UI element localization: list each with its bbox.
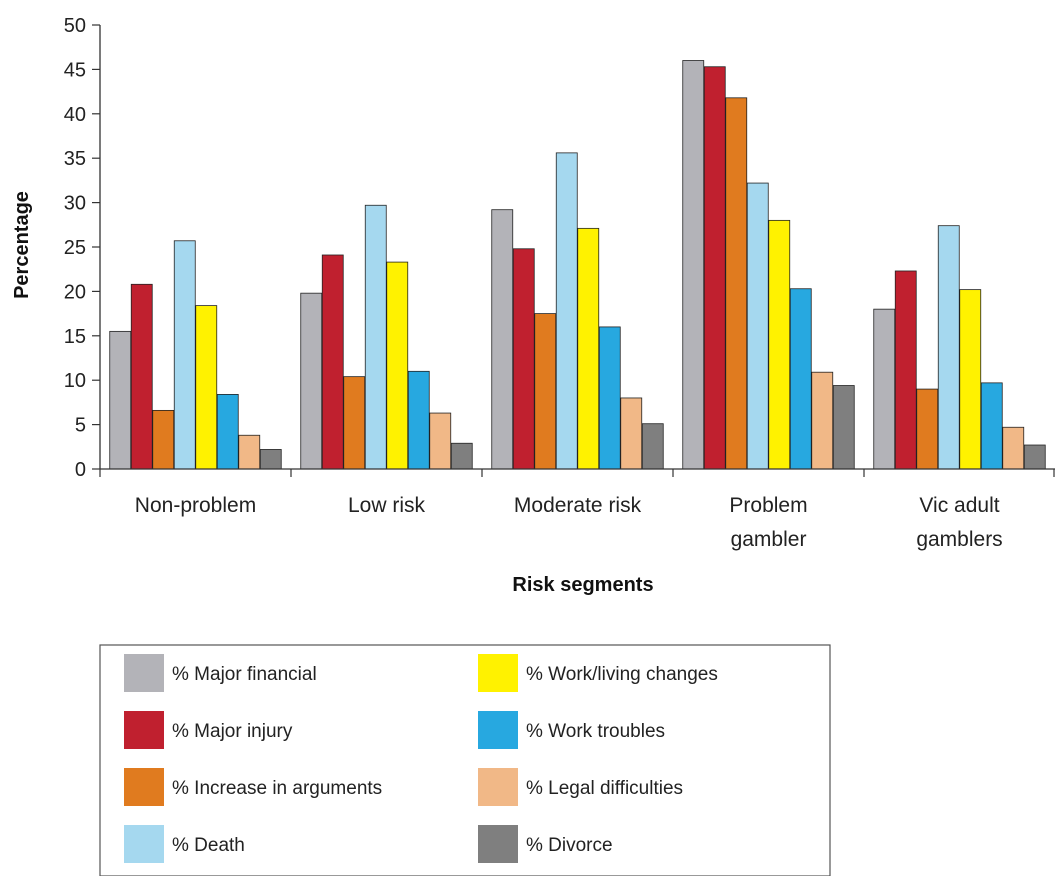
bar	[1023, 444, 1046, 470]
bar	[937, 225, 960, 470]
bar	[216, 394, 239, 470]
y-tick-label: 5	[75, 415, 86, 437]
y-tick-label: 25	[64, 237, 86, 259]
bar	[195, 305, 218, 470]
legend-item: % Major injury	[124, 711, 293, 749]
bar	[364, 204, 387, 470]
bar	[641, 423, 664, 470]
bar	[980, 382, 1003, 470]
bar	[916, 388, 939, 470]
legend-swatch	[478, 711, 518, 749]
bar	[598, 326, 621, 470]
y-axis-ticks: 0 5 10 15 20 25 30 35 40 45 50	[64, 15, 100, 481]
y-tick-label: 40	[64, 104, 86, 126]
bar	[259, 449, 282, 470]
bar	[555, 152, 578, 470]
bar	[725, 97, 748, 470]
y-tick-label: 0	[75, 459, 86, 481]
bar-group	[491, 152, 664, 470]
legend-swatch	[124, 768, 164, 806]
bar	[450, 442, 473, 470]
legend-label: % Major financial	[172, 664, 317, 685]
x-axis-title: Risk segments	[512, 574, 653, 596]
y-tick-label: 50	[64, 15, 86, 37]
x-category-label: Vic adult	[919, 494, 999, 517]
x-category-label: gamblers	[916, 528, 1002, 551]
bar	[238, 434, 261, 470]
legend-swatch	[478, 768, 518, 806]
bar	[768, 219, 791, 470]
bar	[534, 313, 557, 470]
bar	[343, 376, 366, 470]
legend-swatch	[124, 711, 164, 749]
bar	[130, 283, 153, 470]
legend-label: % Death	[172, 835, 245, 856]
bar	[746, 182, 769, 470]
bar	[811, 371, 834, 470]
bar	[300, 292, 323, 470]
legend-frame	[99, 644, 831, 876]
axes	[99, 25, 1055, 477]
bar	[873, 308, 896, 470]
bar-group	[300, 204, 473, 470]
bar	[109, 330, 132, 470]
x-category-label: Problem	[729, 494, 807, 517]
y-tick-label: 30	[64, 193, 86, 215]
legend-item: % Major financial	[124, 654, 317, 692]
bar	[959, 289, 982, 470]
legend-item: % Work/living changes	[478, 654, 718, 692]
x-category-label: gambler	[731, 528, 807, 551]
bar	[682, 60, 705, 470]
bar	[491, 209, 514, 470]
legend-label: % Legal difficulties	[526, 778, 683, 799]
bar	[577, 227, 600, 470]
legend-swatch	[478, 825, 518, 863]
legend-label: % Work/living changes	[526, 664, 718, 685]
bar	[512, 248, 535, 470]
bar	[152, 409, 175, 470]
bar	[321, 254, 344, 470]
y-axis-title: Percentage	[11, 191, 33, 299]
bar	[789, 288, 812, 470]
y-tick-label: 35	[64, 148, 86, 170]
bar-groups	[109, 60, 1046, 470]
legend-label: % Major injury	[172, 721, 293, 742]
legend-item: % Legal difficulties	[478, 768, 683, 806]
legend-label: % Increase in arguments	[172, 778, 382, 799]
bar	[620, 397, 643, 470]
legend-label: % Divorce	[526, 835, 613, 856]
bar-group	[109, 240, 282, 470]
bar	[173, 240, 196, 470]
x-category-label: Low risk	[348, 494, 426, 517]
bar	[894, 270, 917, 470]
bar	[386, 261, 409, 470]
bar	[1002, 426, 1025, 470]
legend-item: % Work troubles	[478, 711, 665, 749]
legend-swatch	[478, 654, 518, 692]
legend-item: % Divorce	[478, 825, 613, 863]
bar-group	[682, 60, 855, 470]
bar	[832, 385, 855, 470]
y-tick-label: 45	[64, 59, 86, 81]
bar	[407, 370, 430, 470]
legend-swatch	[124, 654, 164, 692]
bar-group	[873, 225, 1046, 470]
legend-item: % Death	[124, 825, 245, 863]
y-tick-label: 20	[64, 281, 86, 303]
bar	[703, 66, 726, 470]
legend-swatch	[124, 825, 164, 863]
bar	[429, 412, 452, 470]
x-axis-category-labels: Non-problem Low risk Moderate risk Problem g…	[135, 494, 1003, 551]
y-tick-label: 15	[64, 326, 86, 348]
legend: % Major financial % Major injury % Increas…	[99, 644, 831, 876]
legend-label: % Work troubles	[526, 721, 665, 742]
x-category-label: Non-problem	[135, 494, 256, 517]
y-tick-label: 10	[64, 370, 86, 392]
legend-item: % Increase in arguments	[124, 768, 382, 806]
x-category-label: Moderate risk	[514, 494, 642, 517]
